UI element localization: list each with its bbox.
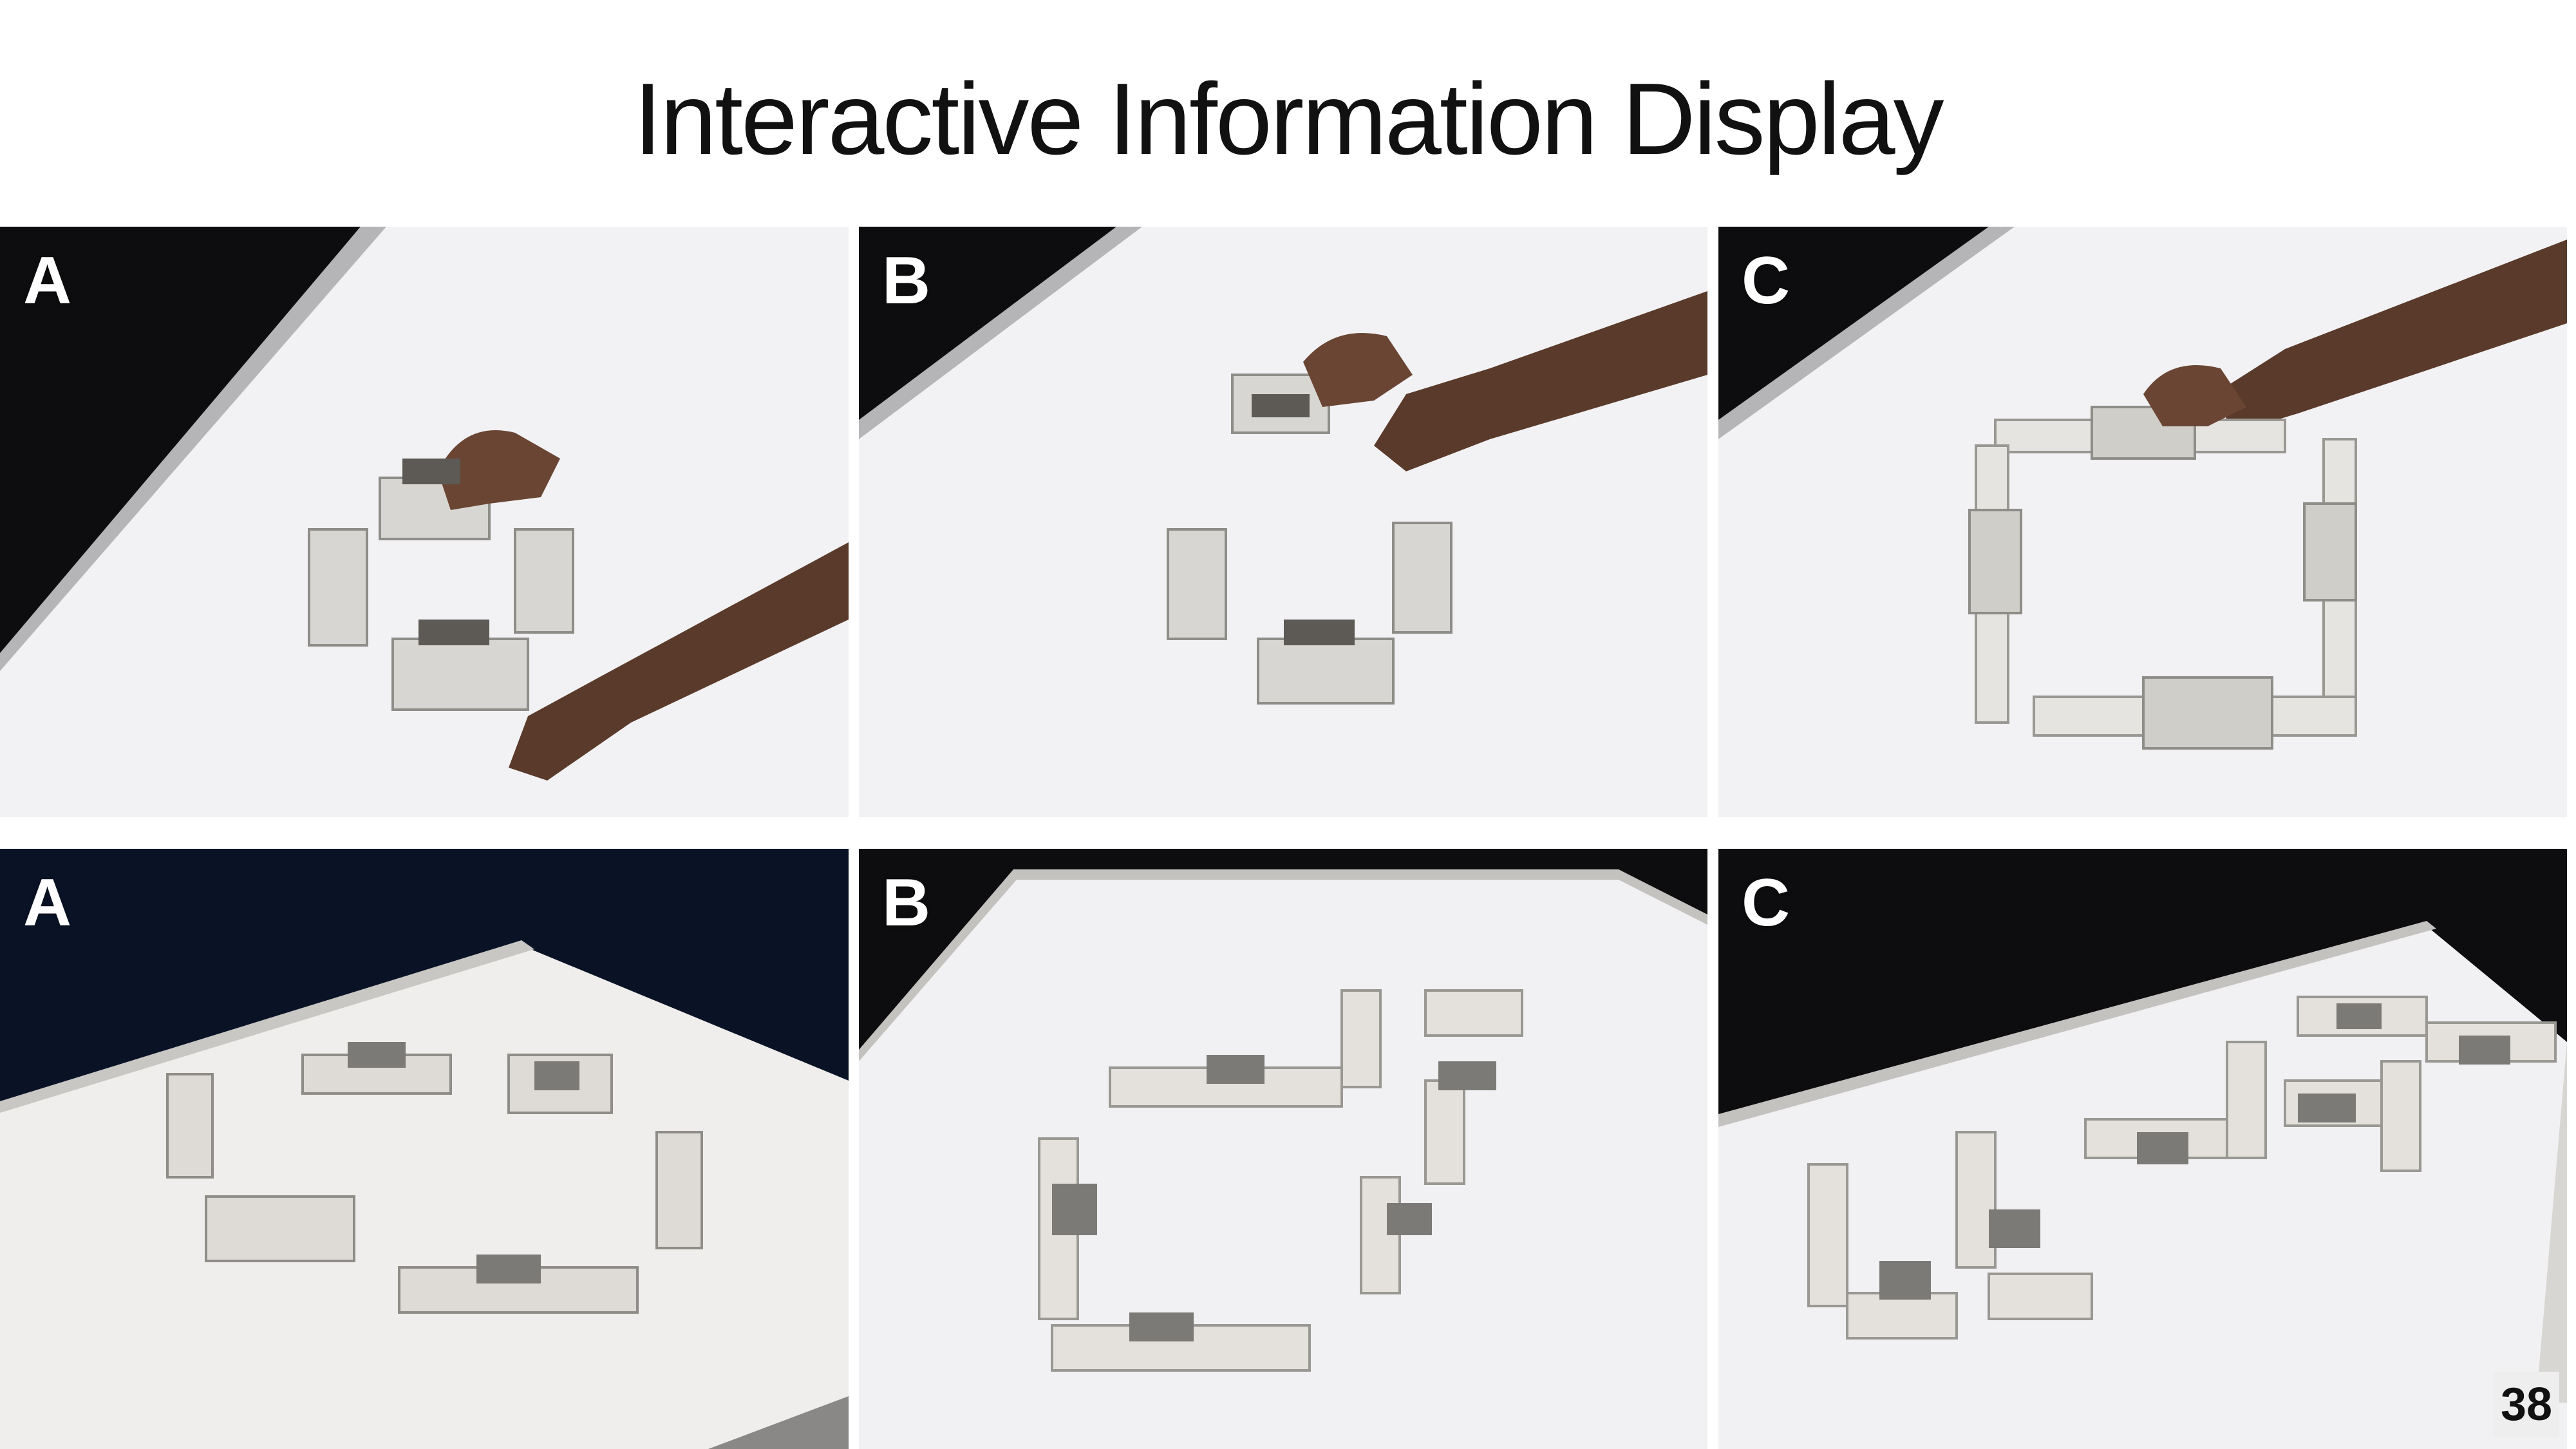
photo-top-b-image [859,227,1707,817]
slide-title: Interactive Information Display [634,62,1944,176]
page-number-badge: 38 [2494,1372,2559,1437]
photo-panel-bottom-b: B [859,849,1707,1449]
photo-bottom-c-image [1718,849,2567,1449]
photo-panel-top-c: C [1718,227,2567,817]
photo-bottom-a-image [0,849,849,1449]
panel-label: B [882,866,931,940]
photo-top-c-image [1718,227,2567,817]
photo-panel-top-a: A [0,227,849,817]
panel-label: A [23,243,72,318]
photo-panel-top-b: B [859,227,1707,817]
panel-label: A [23,866,72,940]
robot-modules [308,477,574,711]
panel-label: C [1742,866,1791,940]
panel-label: B [882,243,931,318]
panel-label: C [1742,243,1791,318]
photo-panel-bottom-c: C 38 [1718,849,2567,1449]
robot-modules [1167,374,1453,705]
photo-bottom-b-image [859,849,1707,1449]
photo-top-a-image [0,227,849,817]
photo-panel-bottom-a: A [0,849,849,1449]
